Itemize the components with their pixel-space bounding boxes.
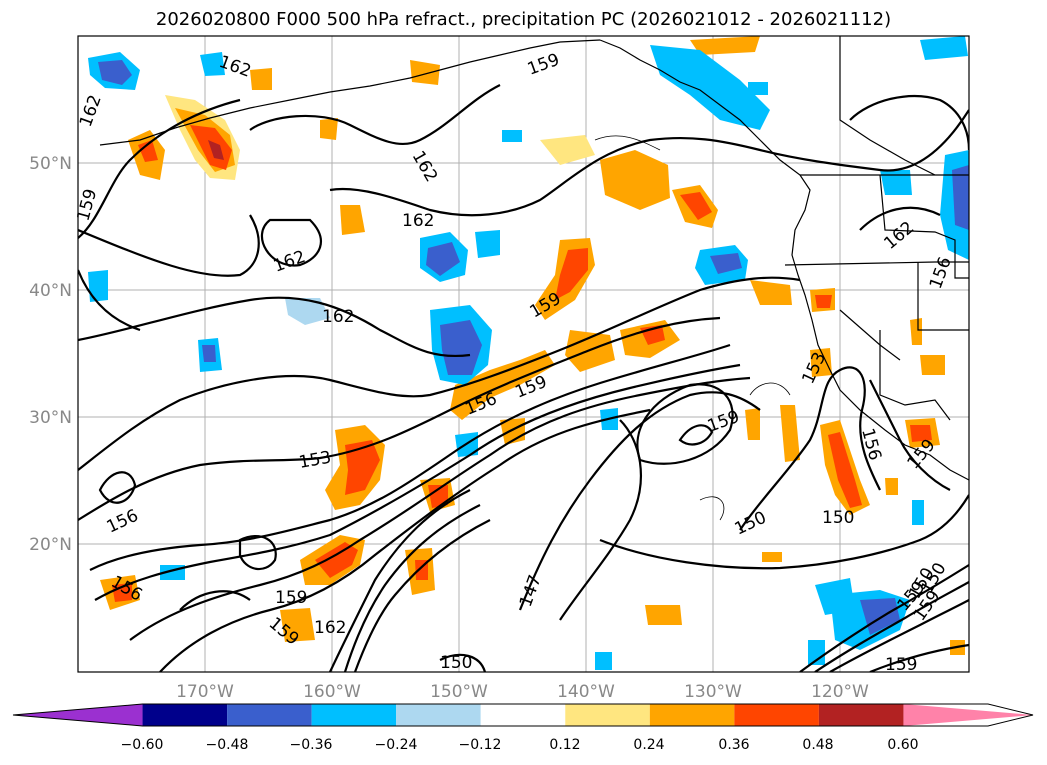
small-outlines xyxy=(594,135,791,521)
colorbar-segment xyxy=(227,704,312,726)
colorbar-segment xyxy=(734,704,819,726)
contour-label: 150 xyxy=(822,508,854,528)
lon-label: 150°W xyxy=(430,682,488,702)
contour-label: 162 xyxy=(402,211,434,231)
colorbar-tick: 0.48 xyxy=(802,737,833,753)
lat-label: 20°N xyxy=(29,535,72,555)
colorbar-segment xyxy=(396,704,481,726)
colorbar-segment xyxy=(480,704,566,726)
coastlines xyxy=(99,36,969,481)
colorbar-tick: −0.36 xyxy=(290,737,333,753)
colorbar-tick: 0.24 xyxy=(633,737,664,753)
colorbar-segment xyxy=(903,704,1033,726)
contour-label: 159 xyxy=(275,588,307,608)
contour-label: 162 xyxy=(322,307,354,327)
lon-label: 170°W xyxy=(176,682,234,702)
contour-lines xyxy=(78,84,969,672)
lon-label: 120°W xyxy=(811,682,869,702)
colorbar-tick: −0.60 xyxy=(121,737,164,753)
colorbar-segment xyxy=(142,704,228,726)
colorbar-tick: −0.48 xyxy=(206,737,249,753)
contour-label: 150 xyxy=(440,653,472,673)
colorbar-outline xyxy=(12,703,1034,727)
colorbar xyxy=(12,703,1034,727)
lon-label: 140°W xyxy=(557,682,615,702)
colorbar-tick: −0.24 xyxy=(375,737,418,753)
precip-shading xyxy=(88,36,969,670)
colorbar-segment xyxy=(649,704,735,726)
colorbar-tick: 0.60 xyxy=(887,737,918,753)
map-title: 2026020800 F000 500 hPa refract., precip… xyxy=(155,9,892,30)
longitude-labels: 170°W 160°W 150°W 140°W 130°W 120°W xyxy=(176,682,869,702)
latitude-labels: 50°N 40°N 30°N 20°N xyxy=(29,154,72,555)
colorbar-segment xyxy=(13,704,143,726)
contour-label: 159 xyxy=(885,655,917,675)
colorbar-ticks: −0.60 −0.48 −0.36 −0.24 −0.12 0.12 0.24 … xyxy=(121,737,919,753)
lat-label: 50°N xyxy=(29,154,72,174)
plot-frame xyxy=(77,35,970,673)
contour-label: 162 xyxy=(314,618,346,638)
colorbar-tick: 0.36 xyxy=(718,737,749,753)
colorbar-tick: −0.12 xyxy=(459,737,502,753)
colorbar-segment xyxy=(565,704,650,726)
lon-label: 130°W xyxy=(684,682,742,702)
lon-label: 160°W xyxy=(303,682,361,702)
lat-label: 40°N xyxy=(29,281,72,301)
colorbar-segment xyxy=(818,704,904,726)
colorbar-tick: 0.12 xyxy=(549,737,580,753)
lat-label: 30°N xyxy=(29,408,72,428)
colorbar-segment xyxy=(311,704,397,726)
